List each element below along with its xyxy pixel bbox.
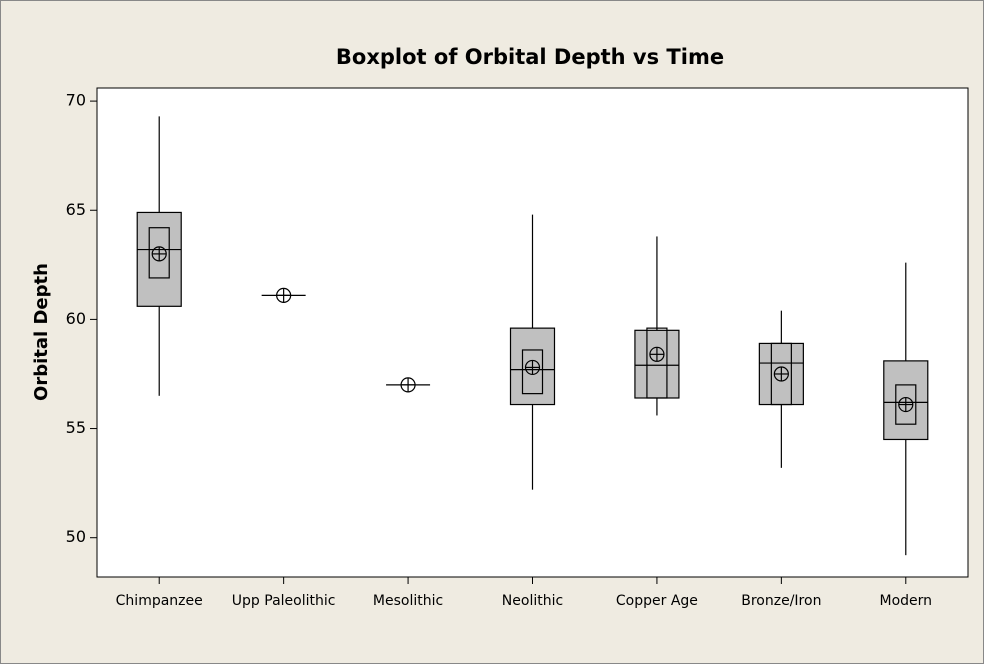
x-tick-label: Copper Age [616,593,698,609]
median-ci [646,327,668,399]
y-tick-label: 60 [66,309,86,328]
x-tick-label: Neolithic [502,593,563,609]
y-tick-label: 70 [66,91,86,110]
median-ci [770,342,792,406]
median-ci [521,349,544,395]
median-ci [895,384,917,425]
x-tick-label: Modern [880,593,933,609]
x-tick-label: Bronze/Iron [741,593,821,609]
x-tick-label: Chimpanzee [116,593,203,609]
median-ci [148,227,170,279]
x-tick-label: Upp Paleolithic [232,593,336,609]
chart-title: Boxplot of Orbital Depth vs Time [336,45,724,69]
box [634,329,680,399]
y-tick-label: 55 [66,418,86,437]
y-tick-label: 50 [66,527,86,546]
y-tick-label: 65 [66,200,86,219]
y-axis-label: Orbital Depth [31,263,52,401]
x-tick-label: Mesolithic [373,593,443,609]
